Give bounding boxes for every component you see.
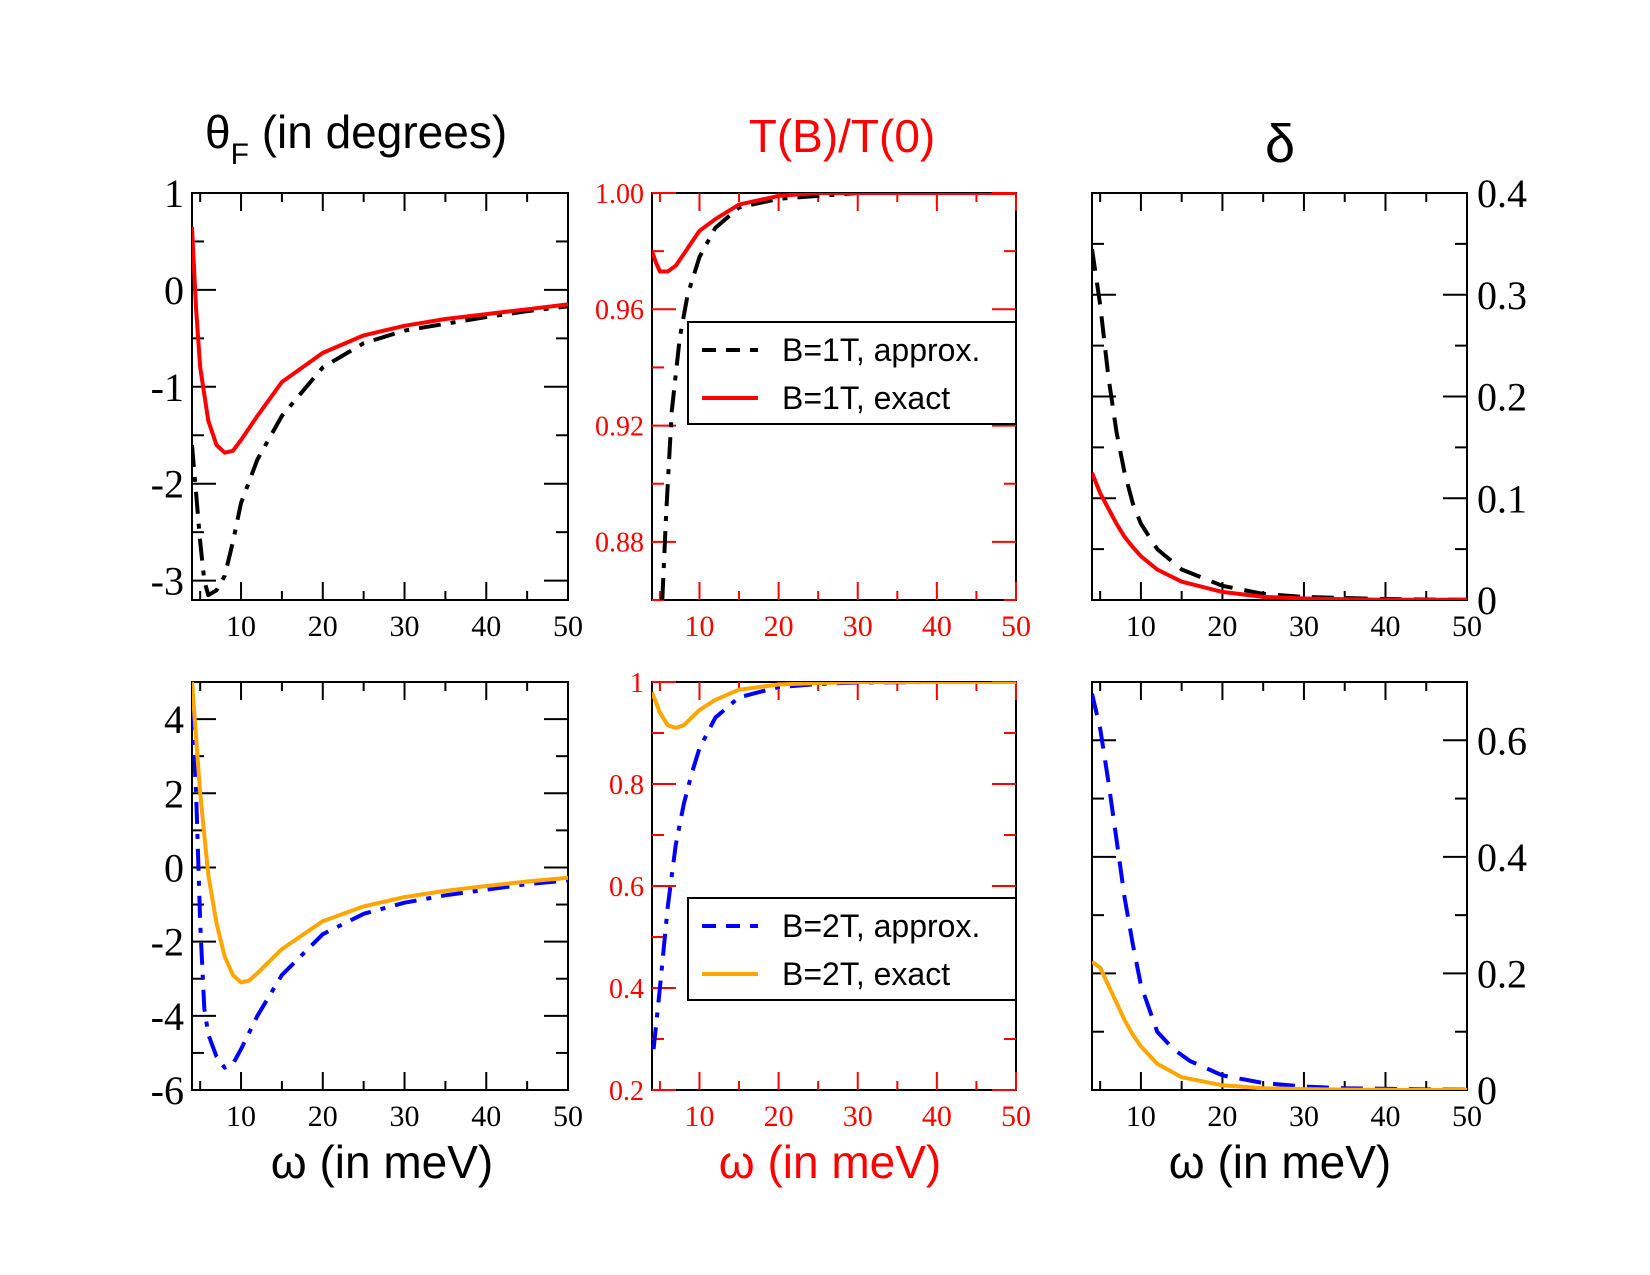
plot-frame xyxy=(651,681,1017,1091)
y-tick-label: 0 xyxy=(164,268,184,313)
x-tick-label: 10 xyxy=(1126,610,1156,643)
plot-frame xyxy=(191,681,569,1091)
legend-label: B=1T, exact xyxy=(782,380,950,416)
x-tick-label: 20 xyxy=(308,1100,338,1133)
title-transmission: T(B)/T(0) xyxy=(749,110,936,162)
legend-label: B=2T, approx. xyxy=(782,908,980,944)
y-tick-label: 0.92 xyxy=(595,411,644,442)
y-tick-label: 1.00 xyxy=(595,179,644,210)
x-tick-label: 10 xyxy=(684,1100,714,1133)
legend: B=1T, approx. B=1T, exact xyxy=(687,321,1017,425)
x-tick-label: 30 xyxy=(1289,1100,1319,1133)
y-tick-label: 0.8 xyxy=(609,770,644,801)
y-tick-label: 0.4 xyxy=(1477,171,1527,216)
y-tick-label: -3 xyxy=(151,559,184,604)
y-tick-label: 0.2 xyxy=(1477,375,1527,420)
x-tick-label: 10 xyxy=(684,610,714,643)
y-tick-label: 4 xyxy=(164,697,184,742)
y-tick-label: -4 xyxy=(151,994,184,1039)
plot-frame xyxy=(1091,192,1468,601)
y-tick-label: 0.96 xyxy=(595,295,644,326)
series-line-orange xyxy=(192,682,568,985)
y-tick-label: -2 xyxy=(151,462,184,507)
series-line-black xyxy=(192,304,568,598)
y-tick-label: -2 xyxy=(151,920,184,965)
x-tick-label: 40 xyxy=(471,610,501,643)
title-theta-main: θ xyxy=(205,106,231,158)
x-tick-label: 40 xyxy=(1370,1100,1400,1133)
y-tick-label: 0 xyxy=(1477,578,1497,623)
panel-transmission-b1: 10 20 30 40 501.000.960.920.88B=1T, approx.B… xyxy=(595,179,1031,643)
x-tick-label: 10 xyxy=(226,610,256,643)
x-tick-label: 30 xyxy=(390,610,420,643)
x-tick-label: 50 xyxy=(553,610,583,643)
legend-box xyxy=(687,897,1017,1001)
y-tick-label: 0.4 xyxy=(609,974,644,1005)
panel-delta-b2: 10 20 30 40 50 0.6 0.4 0.2 0 xyxy=(1091,681,1527,1133)
legend: B=2T, approx. B=2T, exact xyxy=(687,897,1017,1001)
series-line-orange xyxy=(1092,960,1467,1090)
xlabel-left: ω (in meV) xyxy=(271,1136,494,1188)
series-line-red xyxy=(1092,472,1467,600)
panel-delta-b1: 10 20 30 40 50 0.4 0.3 0.2 0.1 0 xyxy=(1091,171,1527,643)
y-tick-label: 1 xyxy=(164,171,184,216)
series-line-blue xyxy=(192,707,568,1070)
x-tick-label: 20 xyxy=(764,1100,794,1133)
y-tick-label: 0.4 xyxy=(1477,835,1527,880)
y-tick-label: 0 xyxy=(1477,1068,1497,1113)
legend-label: B=2T, exact xyxy=(782,956,950,992)
x-tick-label: 50 xyxy=(1452,1100,1482,1133)
y-tick-label: 2 xyxy=(164,771,184,816)
x-tick-label: 20 xyxy=(764,610,794,643)
y-tick-label: 0.6 xyxy=(609,872,644,903)
x-tick-label: 10 xyxy=(226,1100,256,1133)
y-tick-label: -6 xyxy=(151,1068,184,1113)
y-tick-label: 0.88 xyxy=(595,528,644,559)
x-tick-label: 20 xyxy=(1207,610,1237,643)
x-tick-label: 40 xyxy=(922,1100,952,1133)
legend-label: B=1T, approx. xyxy=(782,332,980,368)
x-tick-label: 10 xyxy=(1126,1100,1156,1133)
title-delta: δ xyxy=(1265,114,1295,174)
plot-frame xyxy=(1091,681,1468,1091)
series-line-blue xyxy=(1092,693,1467,1090)
x-tick-label: 20 xyxy=(308,610,338,643)
y-tick-label: 0 xyxy=(164,845,184,890)
series-line-black xyxy=(660,193,1016,600)
x-tick-label: 40 xyxy=(1370,610,1400,643)
y-tick-label: 1 xyxy=(630,668,644,699)
title-theta-rest: (in degrees) xyxy=(249,106,507,158)
y-tick-label: 0.2 xyxy=(1477,951,1527,996)
xlabel-right: ω (in meV) xyxy=(1169,1136,1392,1188)
y-tick-label: -1 xyxy=(151,365,184,410)
series-line-red xyxy=(192,226,568,455)
xlabel-middle: ω (in meV) xyxy=(719,1136,942,1188)
title-theta-sub: F xyxy=(231,138,249,171)
x-tick-label: 30 xyxy=(390,1100,420,1133)
x-tick-label: 40 xyxy=(471,1100,501,1133)
x-tick-label: 40 xyxy=(922,610,952,643)
title-theta: θF (in degrees) xyxy=(205,106,507,171)
series-line-red xyxy=(652,193,1016,274)
plot-frame xyxy=(191,192,569,601)
x-tick-label: 50 xyxy=(1452,610,1482,643)
y-tick-label: 0.3 xyxy=(1477,273,1527,318)
x-tick-label: 30 xyxy=(843,1100,873,1133)
x-tick-label: 20 xyxy=(1207,1100,1237,1133)
series-line-orange xyxy=(652,682,1016,730)
y-tick-label: 0.6 xyxy=(1477,718,1527,763)
x-tick-label: 30 xyxy=(1289,610,1319,643)
x-tick-label: 50 xyxy=(1001,610,1031,643)
y-tick-label: 0.2 xyxy=(609,1076,644,1107)
series-line-black xyxy=(1092,248,1467,600)
y-tick-label: 0.1 xyxy=(1477,476,1527,521)
legend-box xyxy=(687,321,1017,425)
x-tick-label: 50 xyxy=(553,1100,583,1133)
x-tick-label: 50 xyxy=(1001,1100,1031,1133)
x-tick-label: 30 xyxy=(843,610,873,643)
